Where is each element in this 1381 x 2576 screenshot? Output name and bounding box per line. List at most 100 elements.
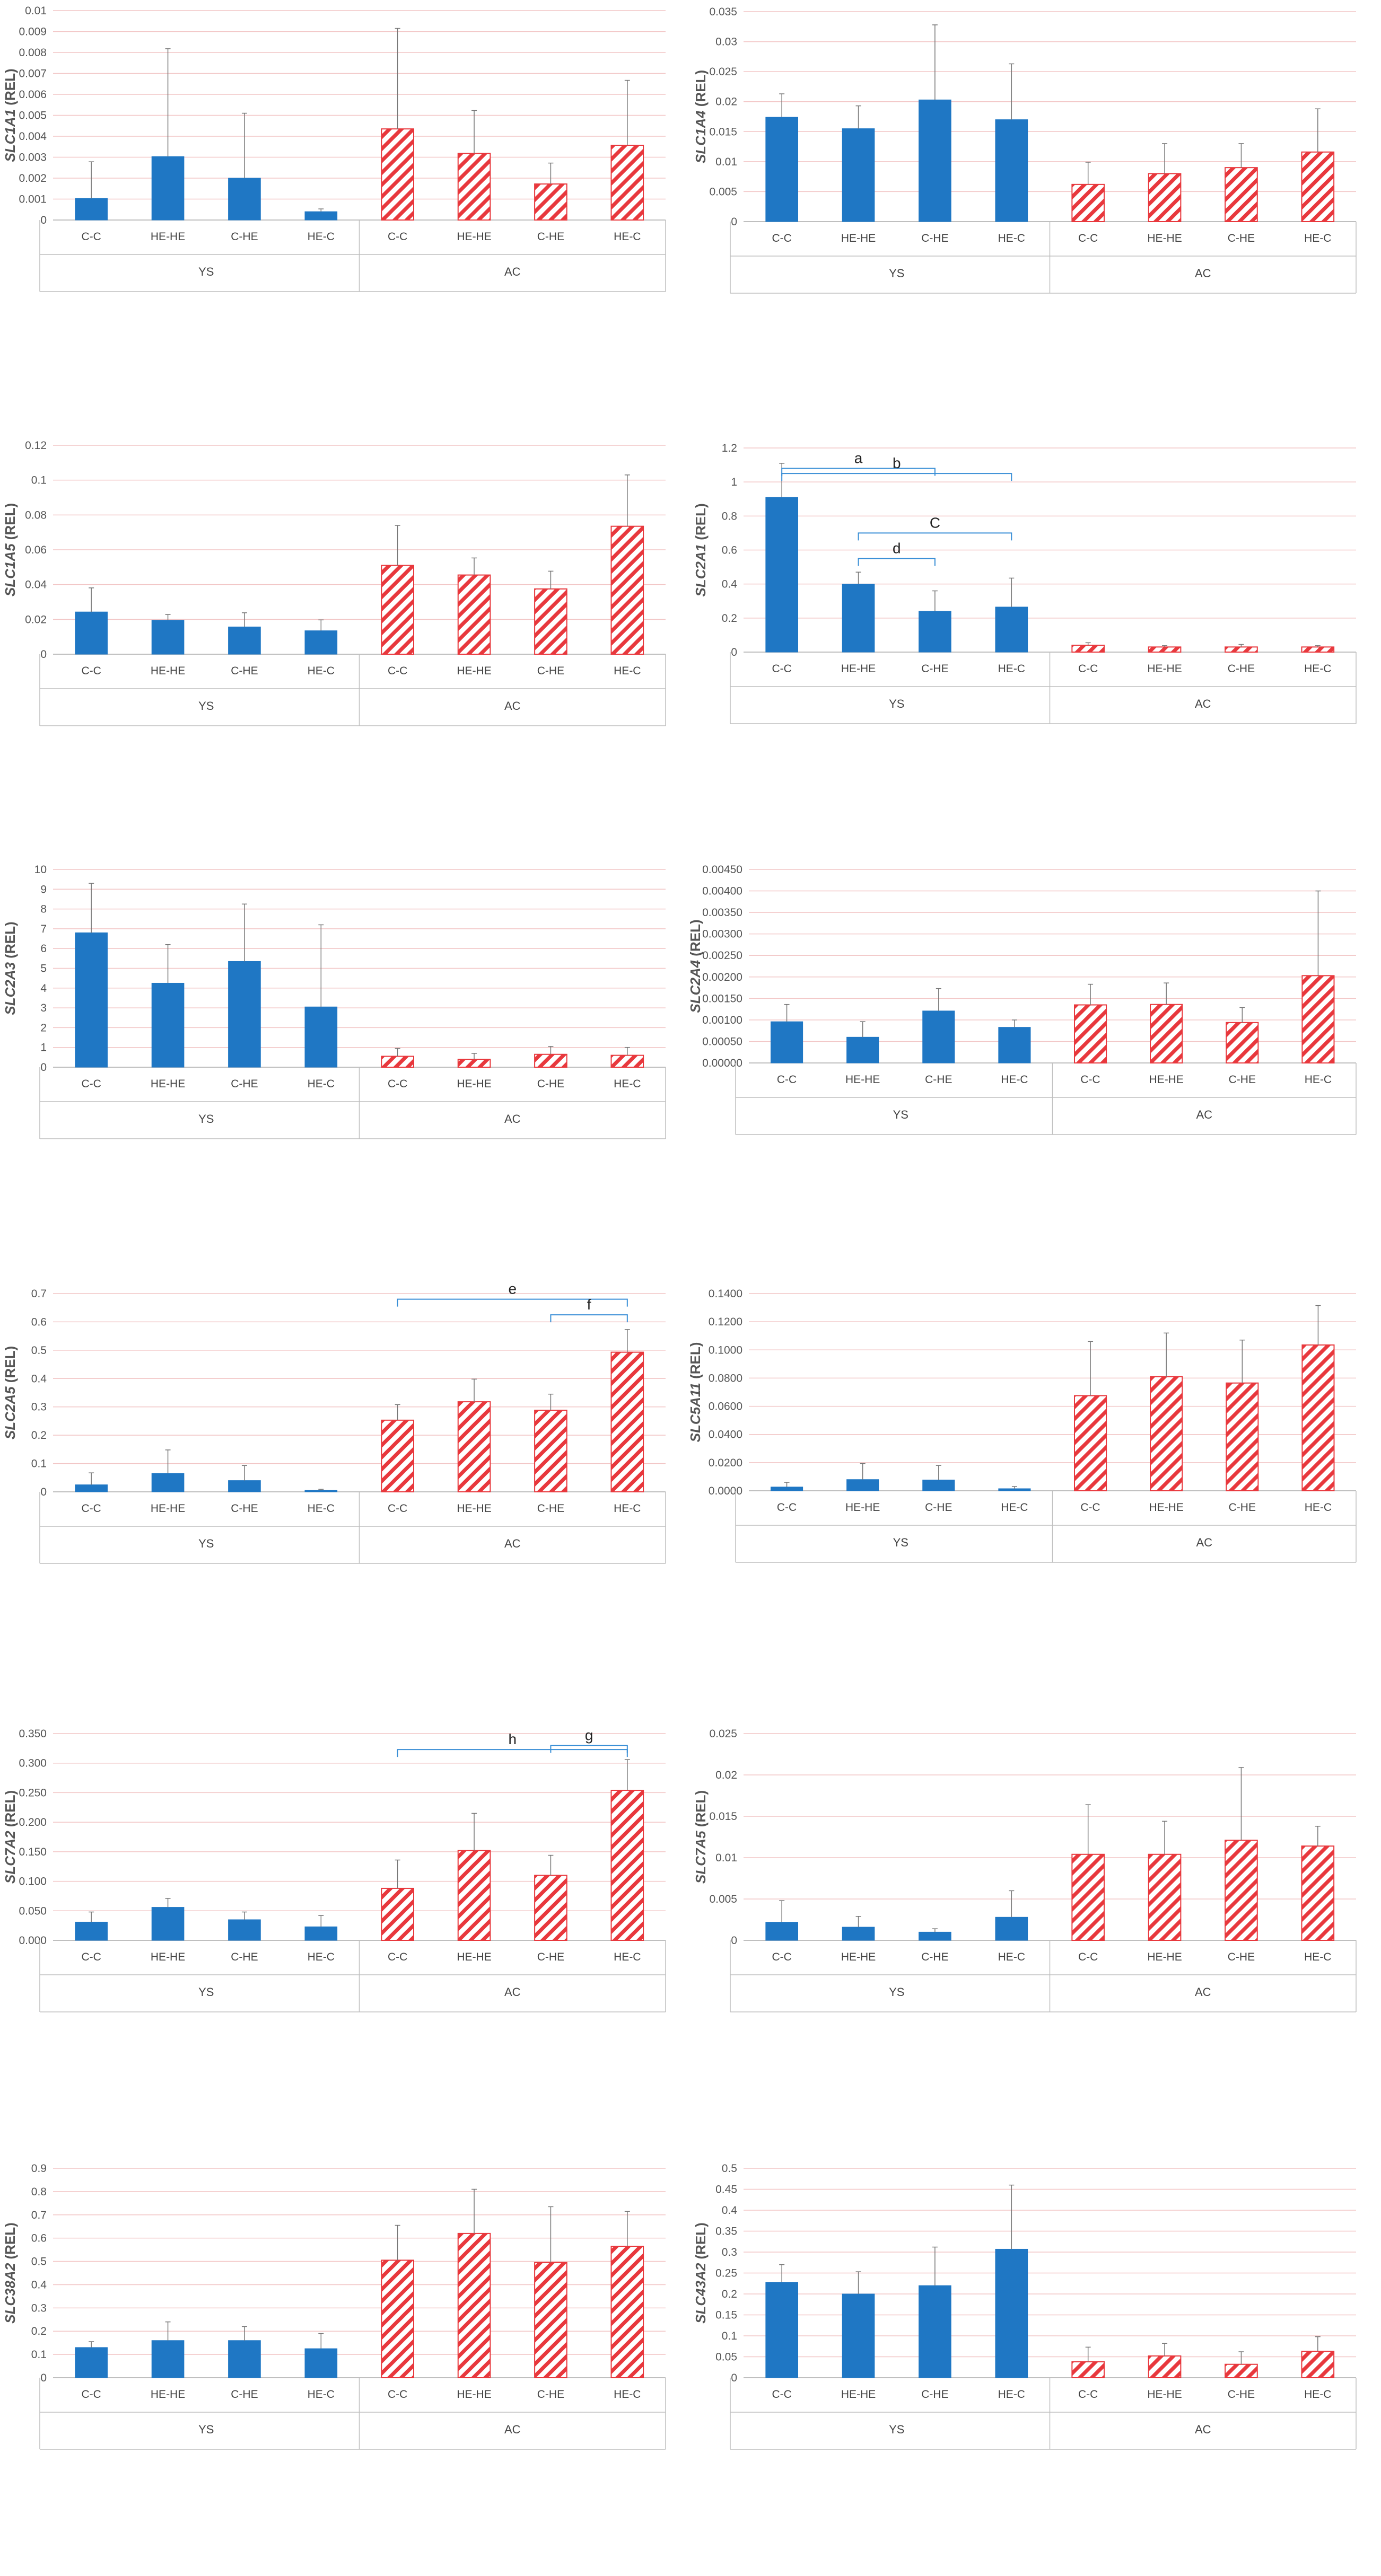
y-tick-label: 0.2 bbox=[31, 2325, 47, 2337]
group-label: AC bbox=[1195, 1985, 1211, 1999]
bar bbox=[304, 2348, 338, 2378]
x-tick-label: C-C bbox=[388, 1078, 407, 1090]
x-tick-label: C-C bbox=[388, 665, 407, 677]
y-tick-label: 0.03 bbox=[715, 36, 737, 48]
y-axis-label-unit: (REL) bbox=[2, 1790, 18, 1831]
y-tick-label: 0.009 bbox=[19, 26, 47, 38]
y-tick-label: 0.1 bbox=[722, 2330, 737, 2342]
y-tick-label: 0.3 bbox=[722, 2246, 737, 2258]
bar bbox=[610, 1789, 644, 1941]
bar bbox=[765, 1922, 799, 1941]
y-tick-label: 0.01 bbox=[715, 1852, 737, 1864]
y-tick-label: 0.02 bbox=[715, 1769, 737, 1781]
bar bbox=[381, 565, 415, 655]
bar bbox=[995, 606, 1028, 653]
y-tick-label: 1 bbox=[731, 476, 737, 488]
x-tick-label: C-HE bbox=[537, 1078, 564, 1090]
y-tick-label: 0.1000 bbox=[709, 1344, 742, 1356]
y-axis-label-gene: SLC2A5 bbox=[2, 1386, 18, 1439]
bar bbox=[228, 1480, 261, 1492]
y-axis-label-gene: SLC38A2 bbox=[2, 2263, 18, 2324]
y-tick-label: 0.9 bbox=[31, 2162, 47, 2175]
bar bbox=[610, 2246, 644, 2378]
chart-slc2a1: 0 0.2 0.4 0.6 0.8 1 1.2 SLC2A1 (REL) C-C HE-HE C-H… bbox=[693, 442, 1357, 724]
y-tick-label: 0.15 bbox=[715, 2309, 737, 2322]
significance-bracket: e bbox=[397, 1281, 628, 1307]
x-tick-label: C-C bbox=[82, 231, 101, 243]
x-tick-label: HE-HE bbox=[1147, 2388, 1182, 2401]
x-tick-label: HE-C bbox=[998, 1951, 1025, 1963]
y-tick-label: 5 bbox=[40, 963, 47, 975]
y-tick-label: 8 bbox=[40, 903, 47, 916]
y-tick-label: 0.350 bbox=[19, 1728, 47, 1740]
x-tick-label: HE-C bbox=[614, 231, 641, 243]
bar bbox=[228, 2340, 261, 2378]
x-tick-label: HE-HE bbox=[151, 1078, 185, 1090]
y-tick-label: 0.6 bbox=[722, 544, 737, 557]
y-tick-label: 0.2 bbox=[722, 612, 737, 625]
bar bbox=[765, 117, 799, 222]
x-tick-label: C-C bbox=[388, 231, 407, 243]
y-tick-label: 0.200 bbox=[19, 1816, 47, 1828]
y-tick-label: 0.005 bbox=[709, 186, 737, 198]
group-label: YS bbox=[889, 697, 904, 710]
y-tick-label: 0.000 bbox=[19, 1935, 47, 1947]
significance-bracket: g bbox=[550, 1727, 628, 1753]
y-tick-label: 0 bbox=[731, 1935, 737, 1947]
group-label: YS bbox=[198, 1537, 214, 1550]
y-tick-label: 0.0000 bbox=[709, 1485, 742, 1497]
bar bbox=[919, 99, 951, 222]
y-tick-label: 1 bbox=[40, 1042, 47, 1054]
y-tick-label: 0.00300 bbox=[702, 928, 742, 940]
significance-bracket: b bbox=[781, 455, 1012, 481]
bar bbox=[381, 1419, 415, 1492]
group-label: AC bbox=[1196, 1536, 1212, 1549]
chart-slc43a2: 0 0.05 0.1 0.15 0.2 0.25 0.3 0.35 0.4 0.45 0.5 SLC4… bbox=[693, 2162, 1357, 2450]
bar bbox=[1301, 646, 1335, 653]
bar bbox=[75, 2347, 108, 2378]
bracket-line bbox=[858, 558, 936, 566]
x-tick-label: HE-HE bbox=[845, 1074, 880, 1086]
y-tick-label: 6 bbox=[40, 943, 47, 955]
y-axis-label-gene: SLC2A1 bbox=[693, 544, 709, 597]
bar bbox=[381, 128, 415, 221]
x-tick-label: HE-HE bbox=[457, 1078, 491, 1090]
y-tick-label: 0 bbox=[40, 1486, 47, 1498]
bar bbox=[610, 1351, 644, 1492]
chart-slc1a4: 0 0.005 0.01 0.015 0.02 0.025 0.03 0.035 SLC1A4 … bbox=[693, 6, 1357, 294]
bar bbox=[228, 626, 261, 655]
y-tick-label: 2 bbox=[40, 1022, 47, 1034]
group-label: AC bbox=[1195, 697, 1211, 710]
x-tick-label: HE-C bbox=[1001, 1074, 1028, 1086]
significance-label: e bbox=[508, 1281, 517, 1297]
y-tick-label: 0.005 bbox=[709, 1893, 737, 1905]
y-tick-label: 0.004 bbox=[19, 130, 47, 143]
x-tick-label: HE-C bbox=[1304, 232, 1331, 244]
x-tick-label: HE-HE bbox=[1149, 1074, 1184, 1086]
bar bbox=[765, 497, 799, 653]
x-tick-label: HE-HE bbox=[457, 231, 491, 243]
y-tick-label: 0.003 bbox=[19, 152, 47, 164]
x-tick-label: HE-C bbox=[1001, 1501, 1028, 1514]
group-label: AC bbox=[504, 265, 521, 278]
x-tick-label: C-HE bbox=[537, 1951, 564, 1963]
y-tick-label: 0.00050 bbox=[702, 1035, 742, 1048]
x-tick-label: C-C bbox=[82, 1502, 101, 1515]
chart-slc7a5: 0 0.005 0.01 0.015 0.02 0.025 SLC7A5 (REL) C-C H… bbox=[693, 1728, 1357, 2012]
y-axis-label-unit: (REL) bbox=[2, 503, 18, 544]
x-tick-label: HE-HE bbox=[841, 232, 876, 244]
y-tick-label: 0 bbox=[40, 1061, 47, 1074]
y-tick-label: 0.6 bbox=[31, 2232, 47, 2245]
x-tick-label: HE-HE bbox=[151, 665, 185, 677]
bar bbox=[995, 2248, 1028, 2378]
bar bbox=[842, 1927, 875, 1941]
bar bbox=[457, 2232, 491, 2378]
bar bbox=[534, 1053, 567, 1068]
y-tick-label: 0.0400 bbox=[709, 1429, 742, 1441]
x-tick-label: C-HE bbox=[1229, 1074, 1256, 1086]
x-tick-label: HE-C bbox=[1304, 1951, 1331, 1963]
x-tick-label: HE-C bbox=[998, 2388, 1025, 2401]
x-tick-label: HE-HE bbox=[457, 1502, 491, 1515]
group-label: YS bbox=[198, 1985, 214, 1999]
bar bbox=[151, 620, 185, 655]
